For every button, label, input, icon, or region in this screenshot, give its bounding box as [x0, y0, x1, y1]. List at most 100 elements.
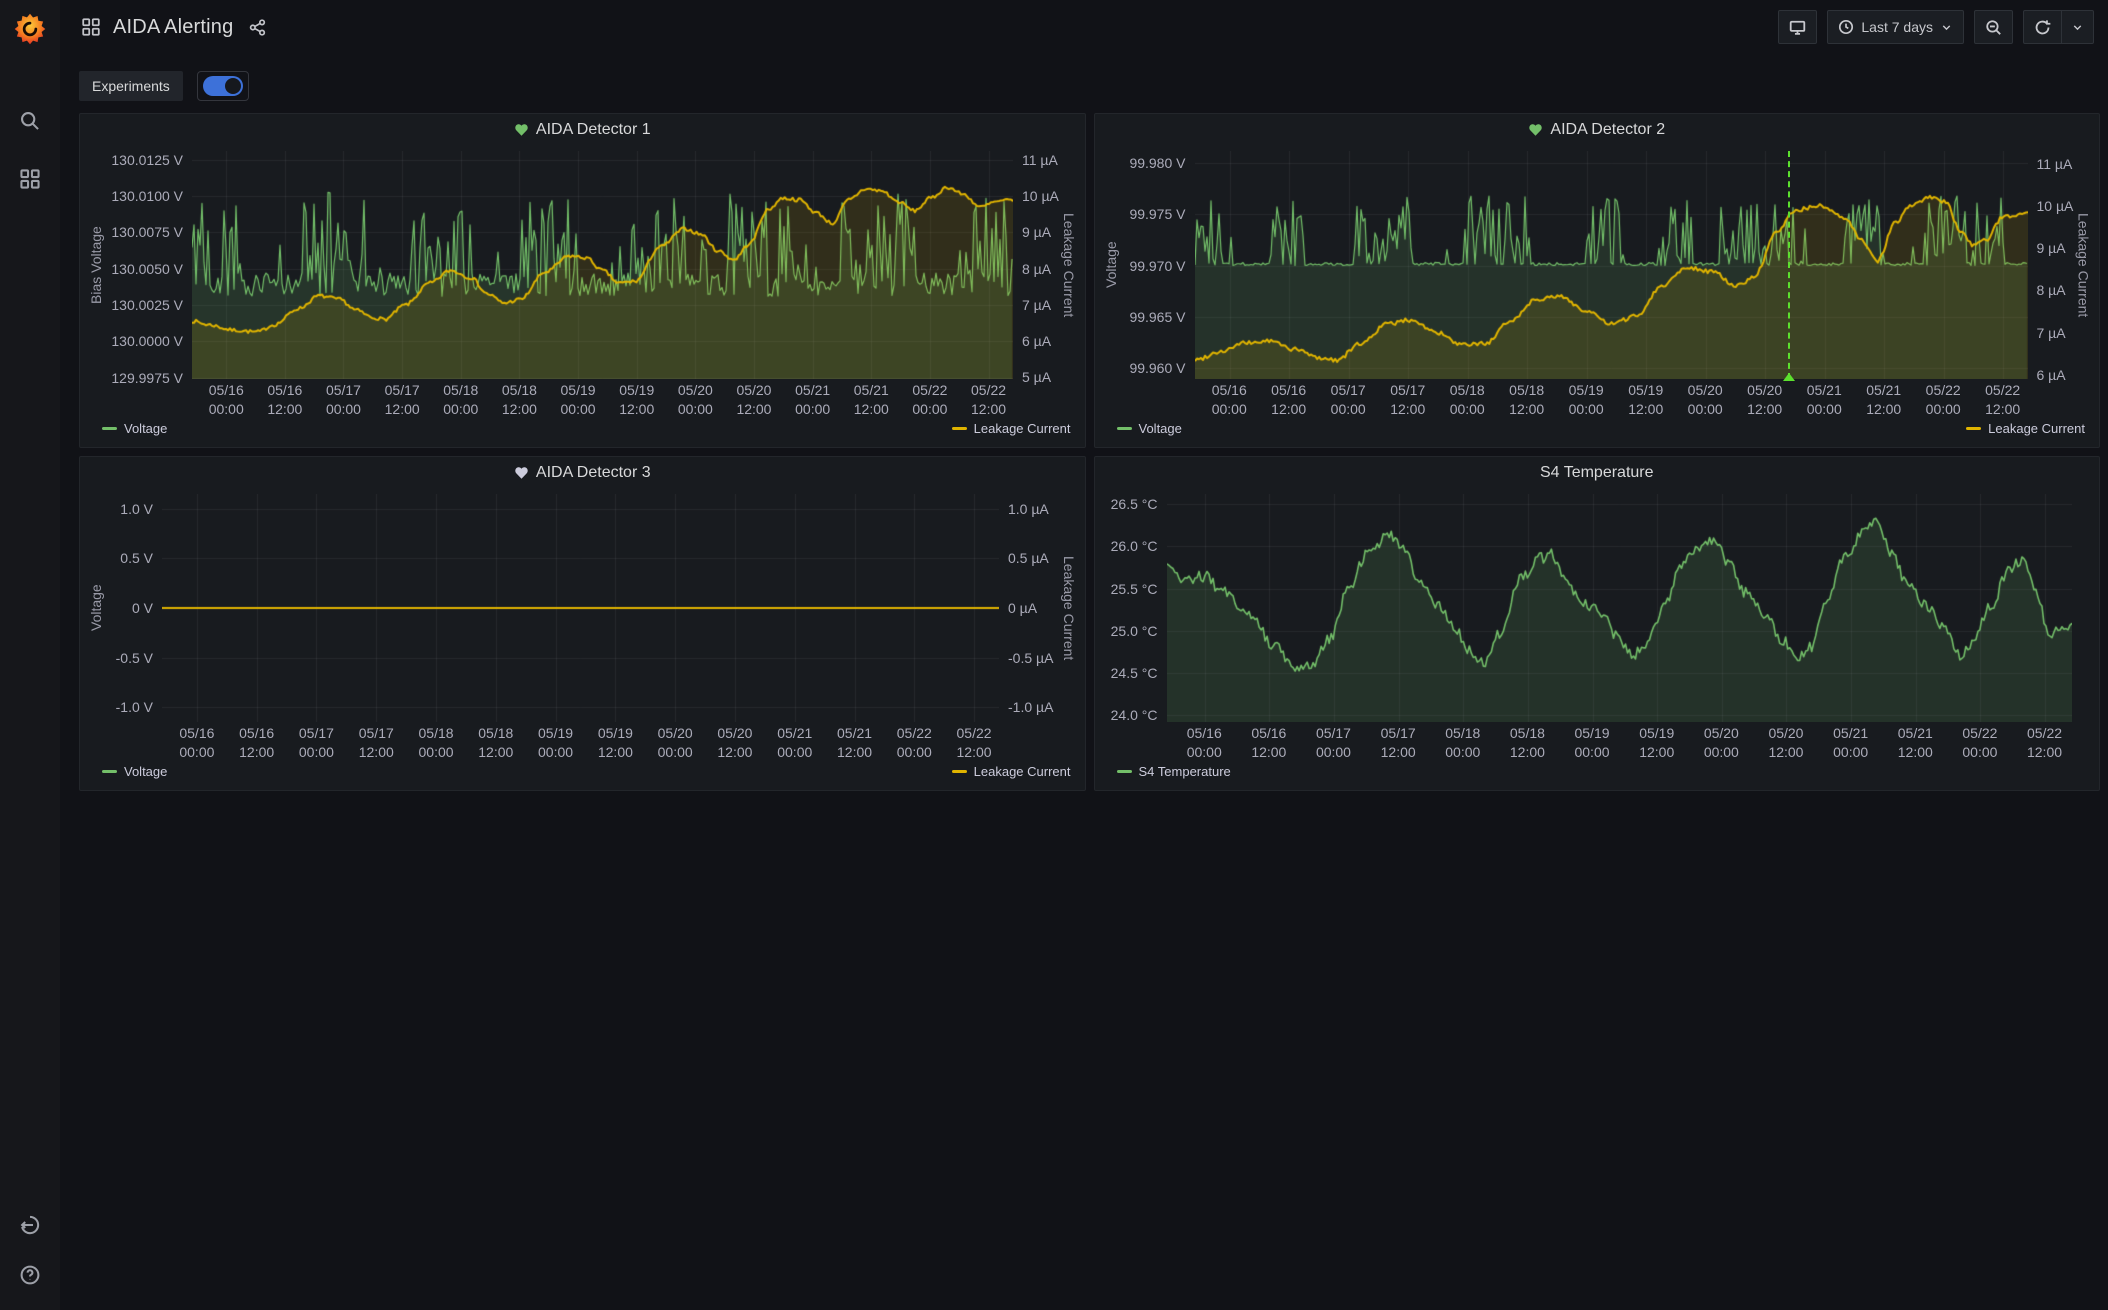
legend-item-voltage[interactable]: Voltage [1116, 421, 1182, 436]
panel-grid: AIDA Detector 1 130.0125 V 130.0100 V 130.… [60, 102, 2108, 791]
plot-canvas-aida-detector-2[interactable] [1194, 151, 2028, 379]
alert-heart-icon[interactable] [514, 123, 529, 137]
legend-item-leakage-current[interactable]: Leakage Current [951, 421, 1071, 436]
time-range-picker[interactable]: Last 7 days [1827, 10, 1964, 44]
x-axis-tick: 05/16 12:00 [1251, 725, 1287, 760]
dashboards-grid-icon [20, 169, 40, 189]
x-axis-tick: 05/21 00:00 [1806, 382, 1842, 417]
x-axis-tick: 05/17 12:00 [1380, 725, 1416, 760]
y-axis-tick-right: 5 µA [1022, 369, 1052, 386]
x-axis-tick: 05/21 12:00 [837, 725, 873, 760]
y-axis-tick-left: 1.0 V [120, 500, 153, 517]
plot-canvas-aida-detector-1[interactable] [192, 151, 1013, 379]
x-axis-tick: 05/17 00:00 [325, 382, 361, 417]
share-dashboard-button[interactable] [249, 18, 266, 36]
share-icon [250, 18, 266, 36]
panel-title-bar[interactable]: AIDA Detector 2 [1095, 114, 2100, 145]
x-axis-tick: 05/22 12:00 [2026, 725, 2063, 760]
x-axis-tick: 05/16 00:00 [179, 725, 215, 760]
panel-aida-detector-3: AIDA Detector 3 1.0 V 0.5 V 0 V -0.5 V -1.0 … [79, 456, 1086, 791]
experiments-variable-label: Experiments [79, 71, 183, 101]
legend-series-label: Leakage Current [1988, 420, 2085, 436]
x-axis-tick: 05/17 12:00 [384, 382, 420, 417]
y-axis-title-left: Voltage [88, 584, 104, 632]
legend-item-voltage[interactable]: Voltage [102, 421, 167, 436]
y-axis-tick-left: 0 V [131, 600, 153, 616]
zoom-out-button[interactable] [1974, 10, 2013, 44]
x-axis-tick: 05/16 00:00 [1211, 382, 1247, 417]
x-axis-tick: 05/21 00:00 [777, 725, 813, 760]
legend-series-label: Voltage [124, 420, 168, 436]
grafana-logo[interactable] [11, 10, 49, 48]
y-axis-title-left: Voltage [1102, 241, 1119, 289]
legend-series-color [1116, 426, 1132, 430]
y-axis-tick-right: 9 µA [2036, 240, 2066, 257]
dashboard-header: AIDA Alerting Last 7 days [60, 0, 2108, 54]
y-axis-title-right: Leakage Current [2075, 212, 2092, 318]
legend-item-s4-temperature[interactable]: S4 Temperature [1116, 764, 1231, 779]
y-axis-tick-left: -1.0 V [115, 699, 153, 716]
y-axis-tick-right: 6 µA [1022, 333, 1052, 349]
refresh-button[interactable] [2023, 10, 2062, 44]
y-axis-tick-right: -0.5 µA [1008, 649, 1054, 666]
alert-heart-icon[interactable] [1528, 123, 1543, 137]
legend-item-voltage[interactable]: Voltage [102, 764, 167, 779]
legend-series-label: Leakage Current [973, 763, 1071, 779]
y-axis-tick-right: -1.0 µA [1008, 699, 1054, 716]
legend-series-color [951, 769, 967, 773]
alert-annotation-line[interactable] [1783, 151, 1796, 381]
chart-area: 130.0125 V 130.0100 V 130.0075 V 130.0050 V… [88, 145, 1077, 417]
y-axis-tick-left: 99.975 V [1129, 206, 1186, 223]
y-axis-tick-left: 129.9975 V [111, 369, 183, 386]
y-axis-tick-left: 130.0125 V [111, 151, 183, 168]
plot-canvas-aida-detector-3[interactable] [162, 494, 999, 722]
x-axis-tick: 05/19 00:00 [1574, 725, 1610, 760]
panel-title-bar[interactable]: AIDA Detector 1 [80, 114, 1085, 145]
chevron-down-icon [1942, 24, 1951, 30]
breadcrumb[interactable]: AIDA Alerting [81, 16, 233, 39]
panel-title: AIDA Detector 2 [1550, 120, 1666, 138]
x-axis-tick: 05/18 12:00 [1509, 725, 1545, 760]
legend-item-leakage-current[interactable]: Leakage Current [1966, 421, 2085, 436]
y-axis-tick-left: 26.0 °C [1110, 538, 1158, 555]
refresh-interval-dropdown[interactable] [2062, 10, 2094, 44]
panel-legend: Voltage Leakage Current [1095, 417, 2100, 447]
sidebar-dashboards-button[interactable] [13, 162, 47, 196]
toggle-knob [224, 78, 241, 94]
y-axis-tick-right: 7 µA [2036, 324, 2066, 341]
x-axis-tick: 05/22 12:00 [1985, 382, 2021, 417]
y-axis-tick-right: 8 µA [2036, 282, 2066, 299]
x-axis-tick: 05/22 00:00 [1962, 725, 1998, 760]
x-axis-tick: 05/20 00:00 [657, 725, 693, 760]
grafana-logo-icon [14, 13, 46, 45]
y-axis-tick-left: 24.0 °C [1110, 707, 1158, 724]
sidebar-search-button[interactable] [13, 104, 47, 138]
sign-in-icon [20, 1215, 40, 1235]
y-axis-tick-left: 25.5 °C [1110, 580, 1158, 597]
y-axis-tick-right: 10 µA [1022, 188, 1059, 205]
kiosk-mode-button[interactable] [1778, 10, 1818, 44]
alert-heart-icon[interactable] [514, 466, 529, 480]
panel-title-bar[interactable]: S4 Temperature [1095, 457, 2100, 488]
x-axis-tick: 05/20 00:00 [677, 382, 713, 417]
x-axis-tick: 05/18 12:00 [478, 725, 514, 760]
x-axis-tick: 05/19 00:00 [560, 382, 596, 417]
legend-item-leakage-current[interactable]: Leakage Current [951, 763, 1071, 779]
plot-canvas-s4-temperature[interactable] [1166, 494, 2072, 722]
panel-title-bar[interactable]: AIDA Detector 3 [80, 457, 1085, 488]
sidebar-help-button[interactable] [13, 1258, 47, 1292]
clock-icon [1839, 19, 1854, 35]
x-axis-tick: 05/20 12:00 [1747, 382, 1783, 417]
x-axis-tick: 05/18 12:00 [1509, 382, 1545, 417]
x-axis-tick: 05/20 12:00 [736, 382, 772, 417]
x-axis-tick: 05/17 00:00 [298, 725, 334, 760]
y-axis-tick-right: 1.0 µA [1008, 500, 1049, 517]
x-axis-tick: 05/20 00:00 [1687, 382, 1723, 417]
experiments-toggle[interactable] [196, 71, 249, 101]
sidebar-signin-button[interactable] [13, 1208, 47, 1242]
x-axis-tick: 05/18 12:00 [501, 382, 537, 417]
panel-title: S4 Temperature [1539, 463, 1654, 481]
variables-row: Experiments [79, 70, 2108, 102]
x-axis-tick: 05/16 12:00 [267, 382, 303, 417]
x-axis-tick: 05/19 12:00 [619, 382, 655, 417]
